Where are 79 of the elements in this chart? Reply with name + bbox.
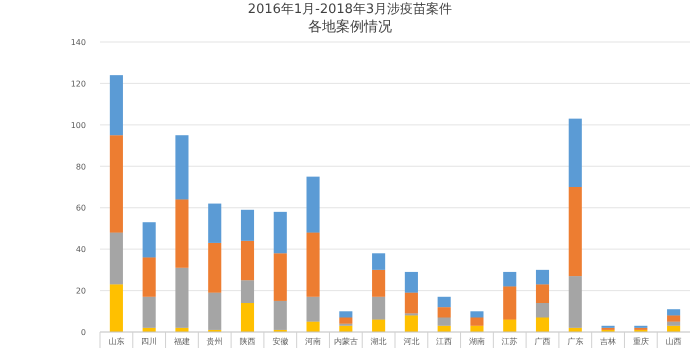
bar — [175, 135, 188, 200]
x-tick-label: 河北 — [403, 337, 420, 346]
bar — [208, 204, 222, 243]
x-tick-label: 贵州 — [206, 337, 223, 346]
bar — [142, 257, 156, 297]
x-tick-label: 福建 — [174, 337, 190, 346]
x-tick-label: 湖北 — [370, 337, 387, 346]
y-tick-label: 140 — [70, 38, 86, 47]
bar — [306, 232, 320, 297]
bar — [372, 296, 386, 320]
y-tick-label: 120 — [70, 79, 86, 88]
bar — [306, 296, 320, 322]
bar — [667, 322, 680, 326]
bar — [274, 212, 287, 254]
bar — [372, 270, 386, 297]
bar — [536, 318, 550, 332]
bar — [175, 199, 188, 268]
bar — [568, 276, 582, 328]
y-tick-label: 0 — [80, 328, 86, 337]
bar — [274, 300, 287, 330]
x-tick-label: 山西 — [666, 337, 682, 346]
bar — [240, 210, 254, 241]
bar — [438, 307, 451, 318]
bar — [372, 253, 386, 270]
bar — [470, 311, 484, 318]
bar — [438, 318, 451, 326]
bar — [339, 318, 352, 324]
bar — [306, 176, 320, 233]
bar — [404, 315, 418, 332]
bar — [568, 118, 582, 187]
bar — [503, 320, 516, 332]
chart-subtitle: 各地案例情况 — [308, 18, 392, 35]
bar — [438, 296, 451, 308]
bar — [208, 242, 222, 293]
bar — [404, 272, 418, 293]
x-tick-label: 山东 — [108, 337, 124, 346]
bar — [274, 253, 287, 301]
x-tick-label: 河南 — [305, 337, 322, 346]
bar — [240, 280, 254, 303]
bar — [536, 284, 550, 303]
bar — [142, 222, 156, 258]
y-tick-label: 80 — [76, 162, 86, 172]
x-tick-label: 重庆 — [632, 337, 649, 346]
bar — [240, 240, 254, 280]
chart-title: 2016年1月-2018年3月涉疫苗案件 — [248, 1, 452, 17]
bar — [240, 303, 254, 332]
y-tick-label: 40 — [76, 245, 86, 254]
x-tick-label: 四川 — [141, 337, 158, 346]
bar — [536, 270, 550, 284]
bar — [667, 315, 680, 322]
x-tick-label: 江苏 — [502, 337, 518, 346]
bar — [142, 296, 156, 328]
bar — [339, 311, 352, 318]
bar — [404, 292, 418, 314]
x-tick-label: 安徽 — [272, 337, 288, 346]
x-tick-label: 吉林 — [600, 337, 616, 346]
x-tick-label: 内蒙古 — [334, 337, 358, 346]
bar — [208, 292, 222, 330]
bar — [372, 320, 386, 332]
bar — [306, 322, 320, 332]
x-tick-label: 广西 — [534, 337, 550, 346]
y-tick-label: 20 — [76, 286, 86, 296]
bar — [536, 303, 550, 318]
y-tick-label: 100 — [70, 120, 86, 130]
bar — [503, 286, 516, 320]
x-tick-label: 江西 — [436, 337, 452, 346]
y-tick-label: 60 — [76, 204, 86, 213]
bar — [568, 187, 582, 276]
bar — [667, 309, 680, 316]
bar — [503, 272, 516, 286]
x-tick-label: 广东 — [567, 337, 584, 346]
bar — [110, 75, 123, 136]
bar — [110, 135, 123, 233]
x-tick-label: 陕西 — [240, 337, 256, 346]
bar — [470, 318, 484, 326]
bar — [175, 268, 188, 328]
bar — [110, 284, 123, 332]
bar — [110, 232, 123, 284]
x-tick-label: 湖南 — [468, 337, 485, 346]
